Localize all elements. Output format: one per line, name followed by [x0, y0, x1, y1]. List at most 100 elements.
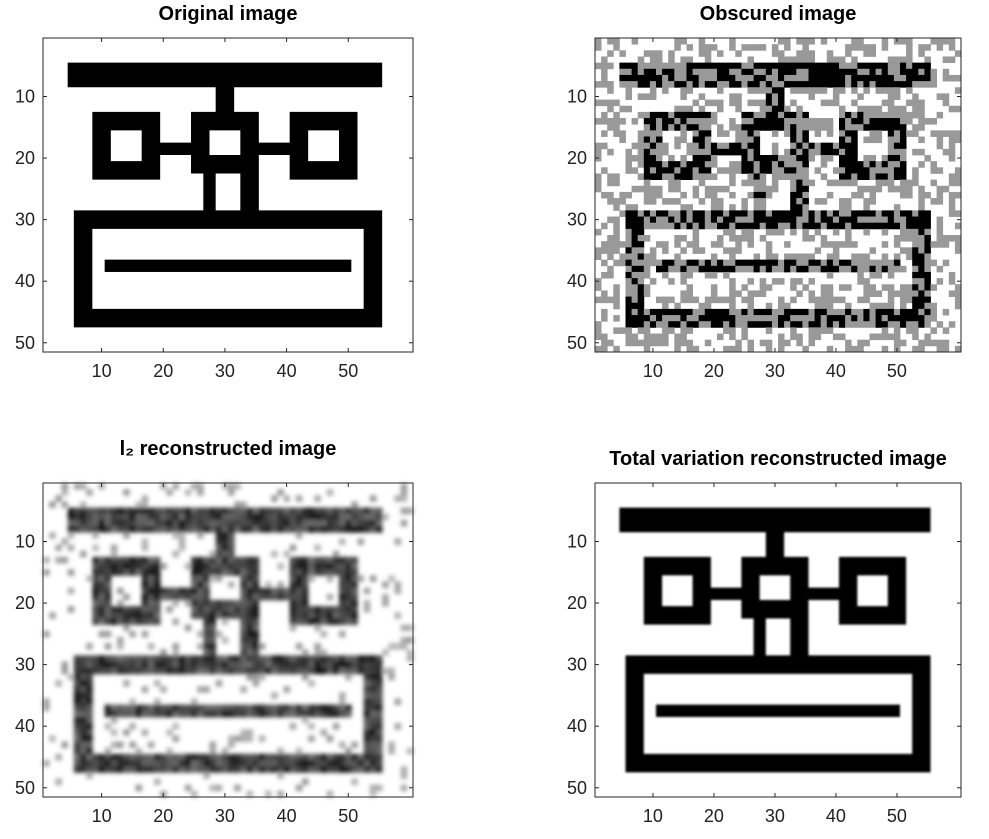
pixel — [203, 575, 210, 582]
pixel — [754, 321, 761, 328]
pixel — [247, 520, 254, 527]
pixel — [185, 754, 192, 761]
pixel — [259, 705, 266, 712]
pixel — [601, 100, 608, 107]
pixel — [955, 223, 962, 230]
pixel — [308, 723, 315, 730]
pixel — [650, 315, 657, 322]
pixel — [772, 155, 779, 162]
pixel — [900, 81, 907, 88]
pixel — [723, 223, 730, 230]
pixel — [668, 266, 675, 273]
pixel — [693, 315, 700, 322]
pixel — [80, 735, 87, 742]
pixel — [955, 180, 962, 187]
pixel — [185, 760, 192, 767]
pixel — [650, 192, 657, 199]
pixel — [705, 130, 712, 137]
pixel — [210, 612, 217, 619]
pixel — [644, 118, 651, 125]
pixel — [626, 327, 633, 334]
pixel — [626, 303, 633, 310]
pixel — [687, 149, 694, 156]
pixel — [699, 143, 706, 150]
pixel — [821, 284, 828, 291]
pixel — [296, 569, 303, 576]
pixel — [699, 155, 706, 162]
pixel — [296, 655, 303, 662]
pixel — [296, 662, 303, 669]
pixel — [766, 124, 773, 131]
pixel — [723, 266, 730, 273]
pixel — [656, 217, 663, 224]
pixel — [802, 346, 809, 353]
pixel — [857, 315, 864, 322]
pixel — [674, 124, 681, 131]
pixel — [160, 514, 167, 521]
pixel — [656, 149, 663, 156]
pixel — [821, 321, 828, 328]
pixel — [222, 754, 229, 761]
pixel — [111, 606, 118, 613]
pixel — [796, 340, 803, 347]
pixel — [912, 69, 919, 76]
pixel — [185, 526, 192, 533]
pixel — [339, 692, 346, 699]
pixel — [92, 662, 99, 669]
pixel — [680, 334, 687, 341]
pixel — [821, 290, 828, 297]
pixel — [741, 75, 748, 82]
pixel — [203, 643, 210, 650]
pixel — [784, 81, 791, 88]
pixel — [284, 594, 291, 601]
pixel — [370, 791, 377, 798]
pixel — [321, 662, 328, 669]
pixel — [674, 118, 681, 125]
pixel — [271, 766, 278, 773]
pixel — [760, 192, 767, 199]
pixel — [105, 600, 112, 607]
pixel — [851, 217, 858, 224]
pixel — [888, 87, 895, 94]
pixel — [680, 223, 687, 230]
pixel — [644, 75, 651, 82]
pixel — [136, 668, 143, 675]
pixel — [626, 87, 633, 94]
pixel — [74, 711, 81, 718]
pixel — [937, 346, 944, 353]
pixel — [62, 501, 69, 508]
pixel — [644, 346, 651, 353]
pixel — [173, 760, 180, 767]
pixel — [924, 290, 931, 297]
pixel — [296, 588, 303, 595]
pixel — [259, 754, 266, 761]
pixel — [117, 637, 124, 644]
pixel — [754, 223, 761, 230]
pixel — [284, 705, 291, 712]
pixel — [717, 266, 724, 273]
pixel — [711, 241, 718, 248]
pixel — [358, 655, 365, 662]
pixel — [179, 766, 186, 773]
pixel — [296, 532, 303, 539]
pixel — [674, 167, 681, 174]
pixel — [154, 594, 161, 601]
pixel — [882, 284, 889, 291]
pixel — [790, 229, 797, 236]
pixel — [271, 662, 278, 669]
pixel — [191, 483, 198, 490]
pixel — [912, 290, 919, 297]
pixel — [234, 711, 241, 718]
pixel — [407, 655, 414, 662]
pixel — [644, 260, 651, 267]
pixel — [370, 655, 377, 662]
pixel — [949, 106, 956, 113]
pixel — [650, 223, 657, 230]
pixel — [638, 173, 645, 180]
y-tick-label: 20 — [567, 593, 587, 613]
pixel — [827, 210, 834, 217]
pixel — [92, 563, 99, 570]
pixel — [863, 278, 870, 285]
pixel — [772, 186, 779, 193]
pixel — [845, 198, 852, 205]
